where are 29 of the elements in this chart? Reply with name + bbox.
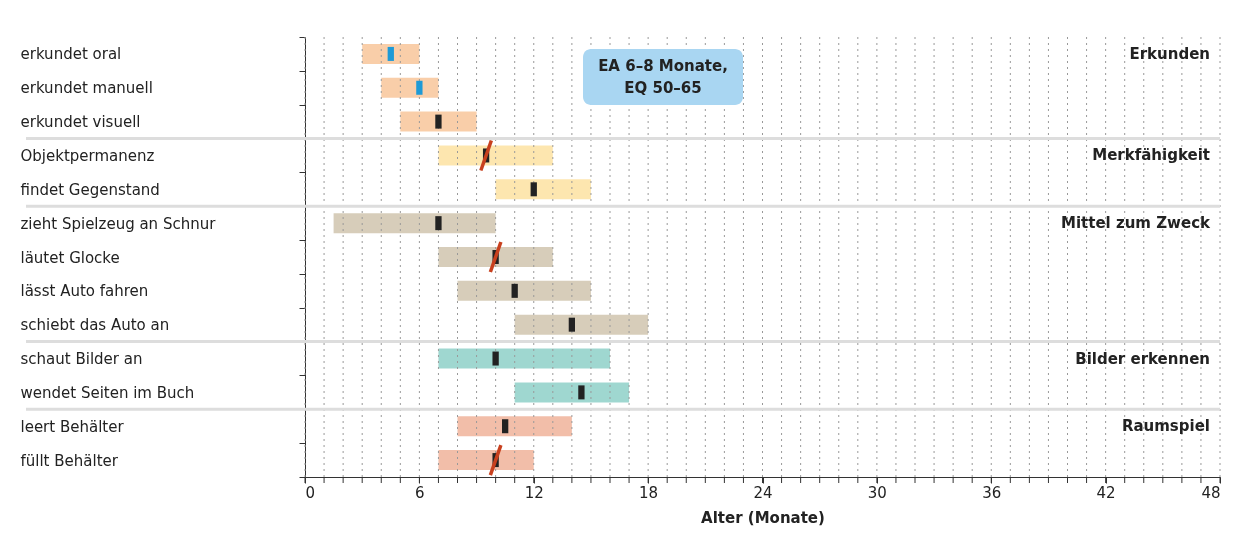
x-axis-title: Alter (Monate) xyxy=(701,508,825,527)
y-tick-label: erkundet visuell xyxy=(20,113,141,132)
x-tick-label: 6 xyxy=(415,483,425,502)
y-tick-label: lässt Auto fahren xyxy=(20,282,149,301)
y-tick-label: erkundet manuell xyxy=(20,79,153,98)
y-tick-label: schaut Bilder an xyxy=(20,350,143,369)
x-tick-label: 18 xyxy=(639,483,659,502)
y-tick-label: schiebt das Auto an xyxy=(20,316,170,335)
annotation: EA 6–8 Monate, EQ 50–65 xyxy=(598,57,728,97)
x-tick-label: 12 xyxy=(524,483,544,502)
x-tick-label: 36 xyxy=(982,483,1002,502)
x-tick-label: 0 xyxy=(305,483,316,502)
y-tick-label: läutet Glocke xyxy=(20,248,120,267)
y-tick-label: Objektpermanenz xyxy=(20,146,155,165)
annotation: Merkfähigkeit xyxy=(1092,146,1210,165)
y-tick-label: erkundet oral xyxy=(20,45,122,64)
x-tick-label: 24 xyxy=(753,483,773,502)
annotation: Bilder erkennen xyxy=(1075,349,1210,368)
y-tick-label: leert Behälter xyxy=(20,417,125,436)
y-tick-label: füllt Behälter xyxy=(20,451,119,470)
x-tick-label: 48 xyxy=(1201,483,1221,502)
y-tick-label: findet Gegenstand xyxy=(20,180,160,199)
x-tick-label: 42 xyxy=(1096,483,1116,502)
annotation: Mittel zum Zweck xyxy=(1061,214,1212,233)
annotation: Raumspiel xyxy=(1121,417,1210,436)
annotation: Erkunden xyxy=(1129,44,1210,63)
y-tick-label: wendet Seiten im Buch xyxy=(20,383,195,402)
y-tick-label: zieht Spielzeug an Schnur xyxy=(20,214,217,233)
x-tick-label: 30 xyxy=(867,483,887,502)
